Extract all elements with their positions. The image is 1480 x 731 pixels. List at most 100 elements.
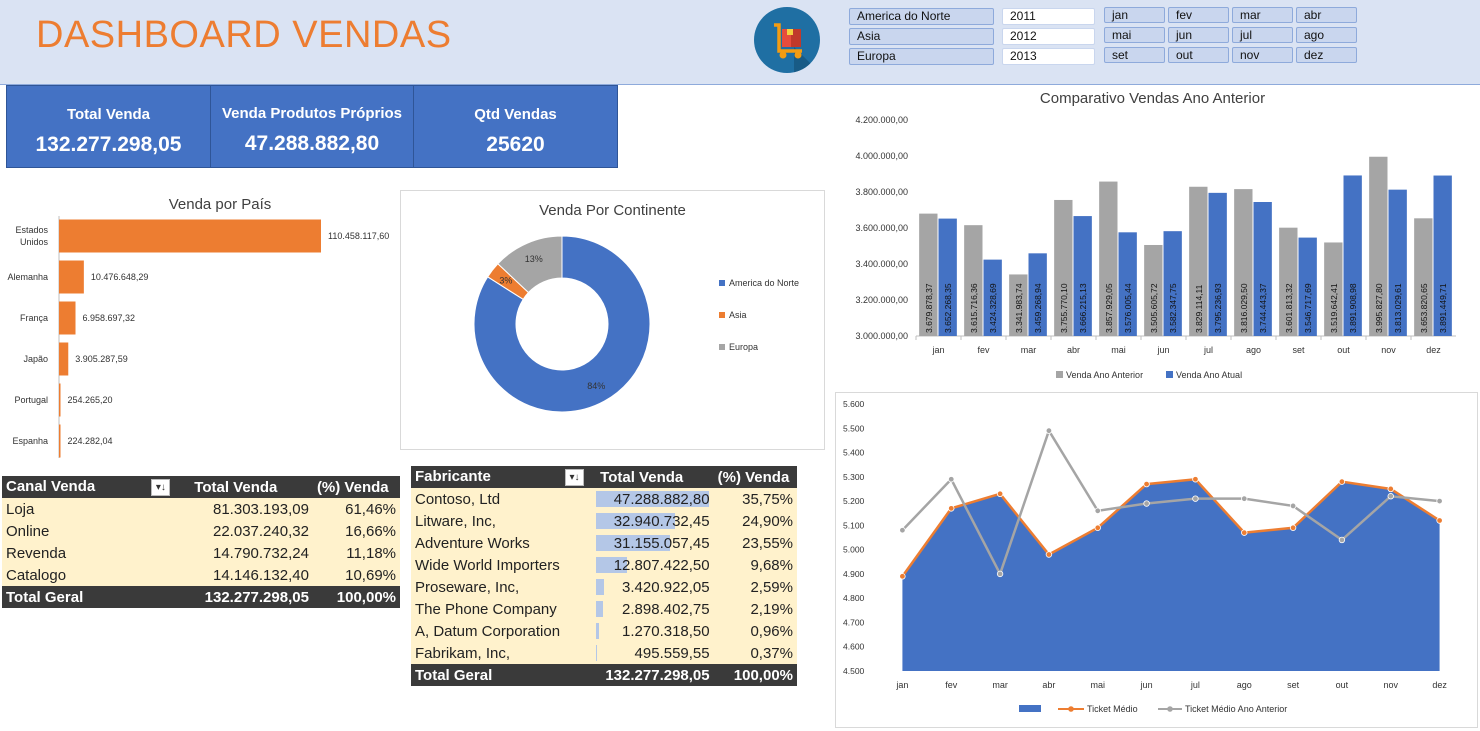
slicer-month-item[interactable]: out <box>1168 47 1229 63</box>
ticket-marker[interactable] <box>899 573 906 580</box>
comparativo-bar[interactable] <box>938 218 957 336</box>
slicer-month-item[interactable]: set <box>1104 47 1165 63</box>
comparativo-bar[interactable] <box>1118 232 1137 336</box>
ticket-marker[interactable] <box>1289 524 1297 531</box>
country-bar[interactable] <box>59 219 321 253</box>
comparativo-bar[interactable] <box>1099 181 1118 336</box>
slicer-month-item[interactable]: abr <box>1296 7 1357 23</box>
slicer-year-item[interactable]: 2012 <box>1002 28 1095 45</box>
bar-value-label: 3.829.114,11 <box>1194 284 1204 333</box>
comparativo-bar[interactable] <box>1343 175 1362 336</box>
ticket-marker[interactable] <box>1094 524 1101 531</box>
country-bar[interactable] <box>59 260 84 294</box>
slicer-month-item[interactable]: mai <box>1104 27 1165 43</box>
ticket-marker[interactable] <box>1241 495 1248 502</box>
x-tick-label: jul <box>1203 345 1213 355</box>
comparativo-bar[interactable] <box>1144 244 1163 336</box>
ticket-series-line[interactable] <box>901 427 1440 578</box>
comparativo-bar[interactable] <box>1298 237 1317 336</box>
comparativo-bar[interactable] <box>1279 227 1298 336</box>
comparativo-bar[interactable] <box>1433 175 1452 336</box>
comparativo-bar[interactable] <box>1234 189 1253 336</box>
slicer-month-item[interactable]: jul <box>1232 27 1293 43</box>
slicer-continent-item[interactable]: America do Norte <box>849 8 994 25</box>
ticket-marker[interactable] <box>1241 529 1248 536</box>
comparativo-bar[interactable] <box>1028 253 1047 336</box>
ticket-marker[interactable] <box>1436 517 1443 524</box>
ticket-marker[interactable] <box>899 527 906 534</box>
table-row[interactable]: Revenda 14.790.732,24 11,18% <box>2 542 400 564</box>
ticket-marker[interactable] <box>1387 493 1394 500</box>
comparativo-bar[interactable] <box>1388 189 1407 336</box>
slicer-month-item[interactable]: dez <box>1296 47 1357 63</box>
ticket-marker[interactable] <box>1045 427 1053 434</box>
ticket-marker[interactable] <box>996 570 1004 578</box>
table-row[interactable]: Online 22.037.240,32 16,66% <box>2 520 400 542</box>
comparativo-bar-chart[interactable]: 3.000.000,00 3.200.000,00 3.400.000,00 3.60… <box>836 108 1476 388</box>
ticket-marker[interactable] <box>1289 502 1297 510</box>
comparativo-bar[interactable] <box>919 213 938 336</box>
comparativo-bar[interactable] <box>1208 192 1227 336</box>
comparativo-bar[interactable] <box>1009 274 1028 336</box>
table-row[interactable]: Proseware, Inc, 3.420.922,05 2,59% <box>411 576 797 598</box>
table-row[interactable]: Catalogo 14.146.132,40 10,69% <box>2 564 400 586</box>
table-row[interactable]: Litware, Inc, 32.940.732,45 24,90% <box>411 510 797 532</box>
ticket-series-line[interactable] <box>901 477 1441 578</box>
slicer-month-item[interactable]: jan <box>1104 7 1165 23</box>
comparativo-bar[interactable] <box>1414 218 1433 336</box>
donut-slice[interactable] <box>497 235 563 294</box>
slicer-month-item[interactable]: fev <box>1168 7 1229 23</box>
table-row[interactable]: The Phone Company 2.898.402,75 2,19% <box>411 598 797 620</box>
table-row[interactable]: Fabrikam, Inc, 495.559,55 0,37% <box>411 642 797 664</box>
ticket-marker[interactable] <box>1143 500 1150 507</box>
slicer-year-item[interactable]: 2011 <box>1002 8 1095 25</box>
ticket-marker[interactable] <box>1436 497 1443 505</box>
continent-donut-chart[interactable]: 84% 3% 13% America do Norte Asia Europa <box>401 225 824 449</box>
comparativo-bar[interactable] <box>1189 186 1208 336</box>
ticket-marker[interactable] <box>1338 478 1346 485</box>
slicer-month-item[interactable]: nov <box>1232 47 1293 63</box>
percent-cell: 0,37% <box>713 642 797 664</box>
slicer-month-item[interactable]: jun <box>1168 27 1229 43</box>
percent-cell: 9,68% <box>713 554 797 576</box>
comparativo-bar[interactable] <box>1073 216 1092 336</box>
ticket-medio-chart[interactable]: 4.500 4.600 4.700 4.800 4.900 5.000 5.100 5.200… <box>836 393 1477 727</box>
ticket-marker[interactable] <box>1338 536 1346 544</box>
ticket-marker[interactable] <box>1387 485 1394 493</box>
ticket-marker[interactable] <box>1143 480 1150 488</box>
slicer-continent-item[interactable]: Asia <box>849 28 994 45</box>
table-row[interactable]: Adventure Works 31.155.057,45 23,55% <box>411 532 797 554</box>
comparativo-bar[interactable] <box>1163 231 1182 336</box>
country-bar[interactable] <box>59 301 76 335</box>
ticket-marker[interactable] <box>1045 551 1053 558</box>
comparativo-bar[interactable] <box>964 225 983 336</box>
comparativo-bar[interactable] <box>1253 202 1272 336</box>
slicer-year-item[interactable]: 2013 <box>1002 48 1095 65</box>
table-row[interactable]: A, Datum Corporation 1.270.318,50 0,96% <box>411 620 797 642</box>
filter-dropdown-icon[interactable]: ▾↓ <box>151 478 171 496</box>
country-bar[interactable] <box>59 424 61 458</box>
ticket-marker[interactable] <box>1192 495 1199 502</box>
comparativo-bar[interactable] <box>983 259 1002 336</box>
comparativo-bar[interactable] <box>1369 156 1388 336</box>
ticket-marker[interactable] <box>948 476 955 483</box>
table-row[interactable]: Loja 81.303.193,09 61,46% <box>2 498 400 520</box>
ticket-marker[interactable] <box>1094 507 1101 514</box>
ticket-area[interactable] <box>902 479 1440 671</box>
slicer-continent-item[interactable]: Europa <box>849 48 994 65</box>
country-bar[interactable] <box>59 383 61 417</box>
donut-slice[interactable] <box>473 235 651 413</box>
table-row[interactable]: Contoso, Ltd 47.288.882,80 35,75% <box>411 488 797 510</box>
country-bar-chart[interactable]: Estados Unidos 110.458.117,60 Alemanha 10.47… <box>0 214 400 464</box>
country-bar[interactable] <box>59 342 69 376</box>
ticket-marker[interactable] <box>996 490 1004 498</box>
filter-dropdown-icon[interactable]: ▾↓ <box>565 468 585 486</box>
table-row[interactable]: Wide World Importers 12.807.422,50 9,68% <box>411 554 797 576</box>
comparativo-bar[interactable] <box>1324 242 1343 336</box>
slicer-month-item[interactable]: ago <box>1296 27 1357 43</box>
x-tick-label: jul <box>1190 680 1200 690</box>
slicer-month-item[interactable]: mar <box>1232 7 1293 23</box>
ticket-marker[interactable] <box>1192 476 1199 483</box>
comparativo-bar[interactable] <box>1054 199 1073 336</box>
ticket-marker[interactable] <box>948 505 955 512</box>
